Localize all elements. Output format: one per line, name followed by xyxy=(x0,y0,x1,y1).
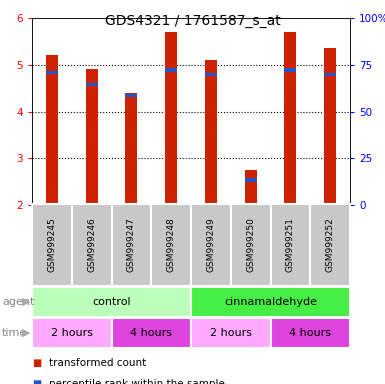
Text: transformed count: transformed count xyxy=(49,358,147,368)
Bar xyxy=(191,204,231,286)
Bar xyxy=(112,318,191,348)
Text: ■: ■ xyxy=(32,379,41,384)
Bar xyxy=(191,318,271,348)
Text: 4 hours: 4 hours xyxy=(289,328,331,338)
Bar xyxy=(244,170,256,205)
Text: 4 hours: 4 hours xyxy=(130,328,172,338)
Text: ▶: ▶ xyxy=(22,328,30,338)
Bar xyxy=(285,68,296,72)
Text: GSM999245: GSM999245 xyxy=(47,218,56,272)
Text: ■: ■ xyxy=(32,358,41,368)
Bar xyxy=(86,70,97,205)
Bar xyxy=(165,32,177,205)
Bar xyxy=(46,55,58,205)
Bar xyxy=(244,178,256,182)
Bar xyxy=(271,204,310,286)
Bar xyxy=(324,48,336,205)
Text: GSM999252: GSM999252 xyxy=(326,218,335,272)
Text: GSM999249: GSM999249 xyxy=(206,218,215,272)
Bar xyxy=(112,204,151,286)
Bar xyxy=(271,318,350,348)
Text: GSM999248: GSM999248 xyxy=(167,218,176,272)
Text: control: control xyxy=(92,297,131,307)
Bar xyxy=(32,318,112,348)
Bar xyxy=(32,287,191,317)
Bar xyxy=(191,287,350,317)
Bar xyxy=(126,94,137,98)
Bar xyxy=(32,204,72,286)
Bar xyxy=(165,68,177,72)
Bar xyxy=(46,71,58,74)
Bar xyxy=(324,73,336,76)
Text: GSM999247: GSM999247 xyxy=(127,218,136,272)
Text: GSM999250: GSM999250 xyxy=(246,218,255,272)
Bar xyxy=(285,32,296,205)
Text: 2 hours: 2 hours xyxy=(210,328,252,338)
Bar xyxy=(86,83,97,86)
Text: agent: agent xyxy=(2,297,34,307)
Bar xyxy=(231,204,271,286)
Bar xyxy=(151,204,191,286)
Text: percentile rank within the sample: percentile rank within the sample xyxy=(49,379,225,384)
Bar xyxy=(126,93,137,205)
Text: GDS4321 / 1761587_s_at: GDS4321 / 1761587_s_at xyxy=(105,14,280,28)
Text: GSM999251: GSM999251 xyxy=(286,218,295,272)
Text: ▶: ▶ xyxy=(22,297,30,307)
Text: 2 hours: 2 hours xyxy=(51,328,93,338)
Text: time: time xyxy=(2,328,27,338)
Bar xyxy=(310,204,350,286)
Bar xyxy=(72,204,112,286)
Bar xyxy=(205,73,217,76)
Bar xyxy=(205,60,217,205)
Text: cinnamaldehyde: cinnamaldehyde xyxy=(224,297,317,307)
Text: GSM999246: GSM999246 xyxy=(87,218,96,272)
